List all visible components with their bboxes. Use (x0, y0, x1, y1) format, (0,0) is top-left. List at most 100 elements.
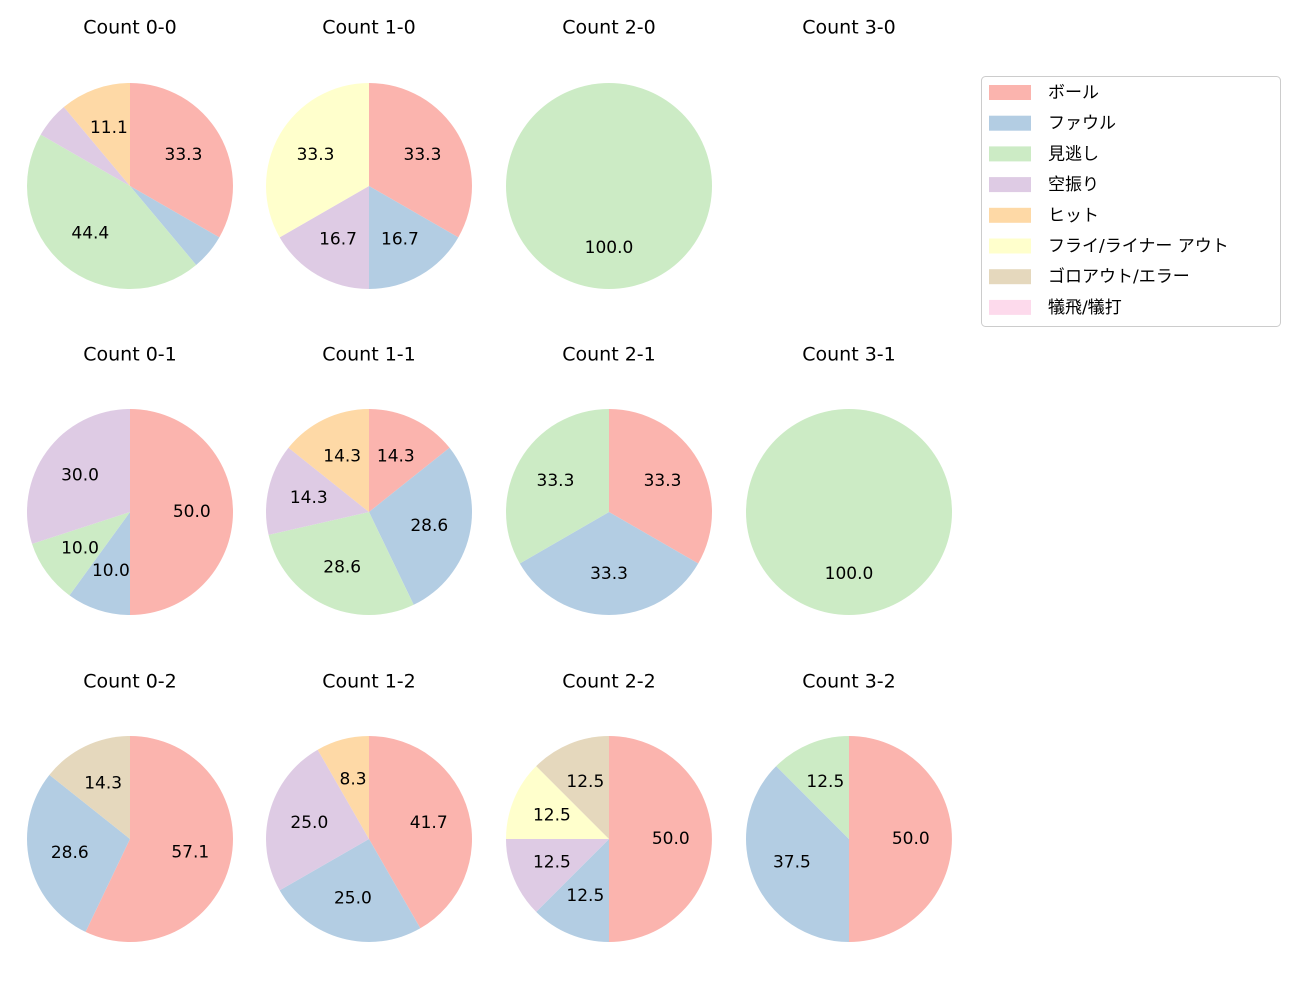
legend-swatch (989, 207, 1031, 223)
slice-label: 16.7 (381, 229, 419, 249)
pie-slice (26, 134, 197, 290)
pie-slice (609, 736, 712, 942)
pie-slice (746, 766, 849, 942)
pie-slice (40, 107, 130, 186)
slice-label: 50.0 (652, 829, 690, 849)
pie-title: Count 2-2 (562, 671, 656, 693)
slice-label: 50.0 (892, 829, 930, 849)
pie-slice (265, 447, 369, 535)
slice-label: 57.1 (171, 843, 209, 863)
pie-title: Count 3-1 (802, 344, 896, 366)
pie-slice (776, 736, 849, 839)
legend-label: 犠飛/犠打 (1048, 298, 1122, 318)
pie-slice (130, 409, 233, 615)
pie-slice (130, 186, 220, 265)
pie-slice (27, 774, 130, 932)
pie-title: Count 0-2 (83, 671, 177, 693)
slice-label: 28.6 (323, 558, 361, 578)
pie-slice (49, 736, 131, 839)
slice-label: 14.3 (84, 773, 122, 793)
pie-title: Count 3-2 (802, 671, 896, 693)
pie-slice (519, 512, 699, 615)
slice-label: 10.0 (92, 561, 130, 581)
legend-label: ヒット (1048, 206, 1099, 226)
legend-label: フライ/ライナー アウト (1048, 237, 1229, 257)
pie-slice (266, 749, 369, 891)
legend-label: ボール (1048, 83, 1099, 103)
pie-slice (849, 736, 952, 942)
pie-slice (130, 83, 234, 238)
pie-slice (266, 83, 369, 238)
pie-title: Count 0-0 (83, 17, 177, 39)
pie-title: Count 1-0 (322, 17, 416, 39)
slice-label: 14.3 (290, 488, 328, 508)
pie-title: Count 0-1 (83, 344, 177, 366)
slice-label: 16.7 (319, 229, 357, 249)
legend-label: ゴロアウト/エラー (1048, 266, 1190, 287)
pie-slice (506, 83, 712, 289)
pie-slice (288, 409, 369, 512)
slice-label: 37.5 (773, 853, 811, 873)
pie-slice (279, 839, 421, 942)
slice-label: 12.5 (533, 853, 571, 873)
pie-slice (27, 409, 130, 544)
slice-label: 33.3 (644, 471, 682, 491)
pie-slice (536, 839, 609, 942)
slice-label: 12.5 (566, 772, 604, 792)
pie-title: Count 1-1 (322, 344, 416, 366)
legend-frame (981, 76, 1281, 327)
pie-slice (506, 409, 609, 564)
pie-slice (369, 409, 450, 512)
pie-slice (369, 83, 472, 238)
slice-label: 12.5 (566, 886, 604, 906)
slice-label: 100.0 (825, 564, 874, 584)
legend-label: ファウル (1048, 114, 1116, 134)
slice-label: 10.0 (61, 538, 99, 558)
pie-slice (317, 736, 369, 839)
slice-label: 33.3 (404, 145, 442, 165)
pie-slice (279, 186, 369, 289)
pie-slice (369, 186, 459, 289)
pie-slice (609, 409, 712, 564)
pie-slice (506, 766, 609, 839)
legend-swatch (989, 269, 1031, 285)
slice-label: 50.0 (173, 502, 211, 522)
slice-label: 33.3 (537, 471, 575, 491)
slice-label: 25.0 (290, 813, 328, 833)
legend-swatch (989, 299, 1031, 315)
pie-title: Count 2-0 (562, 17, 656, 39)
pie-title: Count 2-1 (562, 344, 656, 366)
pie-slice (63, 83, 130, 186)
pie-slice (32, 512, 130, 596)
pie-title: Count 1-2 (322, 671, 416, 693)
slice-label: 30.0 (61, 466, 99, 486)
pie-slice (369, 736, 472, 929)
legend-swatch (989, 238, 1031, 254)
pie-slice (746, 409, 952, 615)
pie-slice (69, 512, 130, 615)
pie-slice (268, 512, 414, 615)
slice-label: 28.6 (410, 516, 448, 536)
slice-label: 33.3 (590, 564, 628, 584)
slice-label: 11.1 (90, 118, 128, 138)
slice-label: 33.3 (297, 145, 335, 165)
slice-label: 41.7 (410, 813, 448, 833)
slice-label: 100.0 (585, 238, 634, 258)
slice-label: 44.4 (71, 223, 109, 243)
legend-swatch (989, 146, 1031, 162)
slice-label: 12.5 (533, 805, 571, 825)
legend-label: 空振り (1048, 175, 1099, 195)
slice-label: 12.5 (806, 772, 844, 792)
slice-label: 25.0 (334, 889, 372, 909)
legend-swatch (989, 115, 1031, 131)
slice-label: 28.6 (51, 843, 89, 863)
pie-slice (506, 839, 609, 912)
pie-title: Count 3-0 (802, 17, 896, 39)
pie-slice (369, 447, 473, 605)
pie-slice (536, 736, 609, 839)
slice-label: 14.3 (323, 446, 361, 466)
slice-label: 14.3 (377, 446, 415, 466)
pie-slice (85, 736, 234, 942)
